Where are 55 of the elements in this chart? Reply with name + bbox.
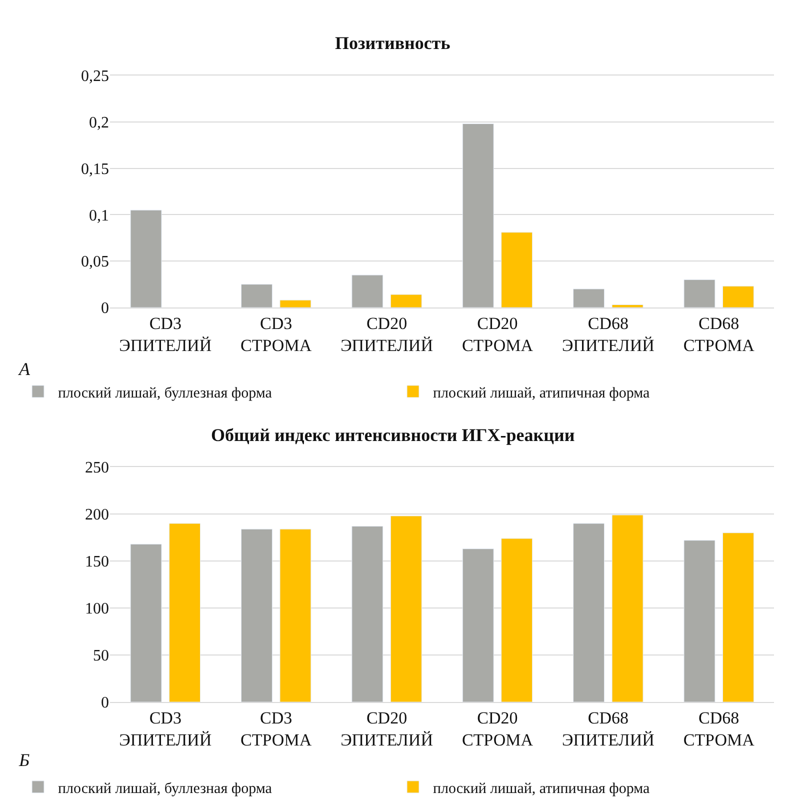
y-tick-label: 0,15 (81, 160, 110, 178)
bar (130, 210, 162, 308)
bar (390, 294, 422, 308)
y-tick-label: 0,25 (81, 68, 110, 86)
x-tick-label: CD20 ЭПИТЕЛИЙ (340, 708, 433, 750)
bar (501, 538, 533, 702)
bar (462, 124, 494, 308)
x-tick-label: CD68 СТРОМА (683, 708, 756, 750)
bar (280, 528, 312, 702)
bar (240, 284, 272, 308)
y-tick-label: 150 (85, 554, 110, 571)
text: А (18, 359, 31, 379)
bar (722, 286, 754, 308)
x-tick-label: CD68 ЭПИТЕЛИЙ (562, 314, 654, 356)
x-tick-label: CD68 ЭПИТЕЛИЙ (562, 708, 654, 750)
bar (612, 304, 644, 308)
y-tick-label: 0 (101, 694, 110, 712)
y-tick-label: 250 (85, 460, 110, 477)
y-tick-label: 50 (93, 648, 110, 665)
bar (612, 514, 644, 702)
bar (169, 523, 201, 702)
x-tick-label: CD3 ЭПИТЕЛИЙ (119, 708, 212, 750)
x-tick-label: CD20 ЭПИТЕЛИЙ (340, 314, 433, 356)
bar (462, 548, 494, 702)
chart-title: Общий индекс интенсивности ИГХ-реакции (211, 425, 575, 445)
x-tick-label: CD20 СТРОМА (462, 314, 534, 356)
chart-title: Позитивность (335, 33, 451, 53)
legend-label: плоский лишай, атипичная форма (433, 385, 650, 402)
bar (130, 544, 162, 702)
y-tick-label: 200 (85, 506, 110, 524)
y-tick-label: 100 (85, 600, 110, 618)
bar (573, 523, 605, 702)
bar (280, 300, 312, 308)
bar (684, 540, 716, 702)
x-tick-label: CD3 ЭПИТЕЛИЙ (119, 314, 212, 356)
y-tick-label: 0,2 (89, 114, 110, 132)
legend-label: плоский лишай, атипичная форма (433, 780, 650, 797)
x-tick-label: CD20 СТРОМА (462, 708, 534, 750)
x-tick-label: CD3 СТРОМА (240, 314, 312, 356)
legend-label: плоский лишай, буллезная форма (58, 780, 272, 797)
bar (352, 274, 384, 308)
bar (722, 532, 754, 702)
x-tick-label: CD3 СТРОМА (240, 708, 312, 750)
legend-label: плоский лишай, буллезная форма (58, 385, 272, 402)
text: Б (18, 750, 30, 770)
bar (573, 288, 605, 308)
y-tick-label: 0 (101, 300, 110, 318)
y-tick-label: 0,05 (81, 254, 110, 271)
bar (240, 528, 272, 702)
x-tick-label: CD68 СТРОМА (683, 314, 756, 356)
bar (390, 516, 422, 702)
bar (684, 279, 716, 308)
bar (352, 526, 384, 702)
y-tick-label: 0,1 (89, 207, 110, 224)
bar (501, 232, 533, 308)
